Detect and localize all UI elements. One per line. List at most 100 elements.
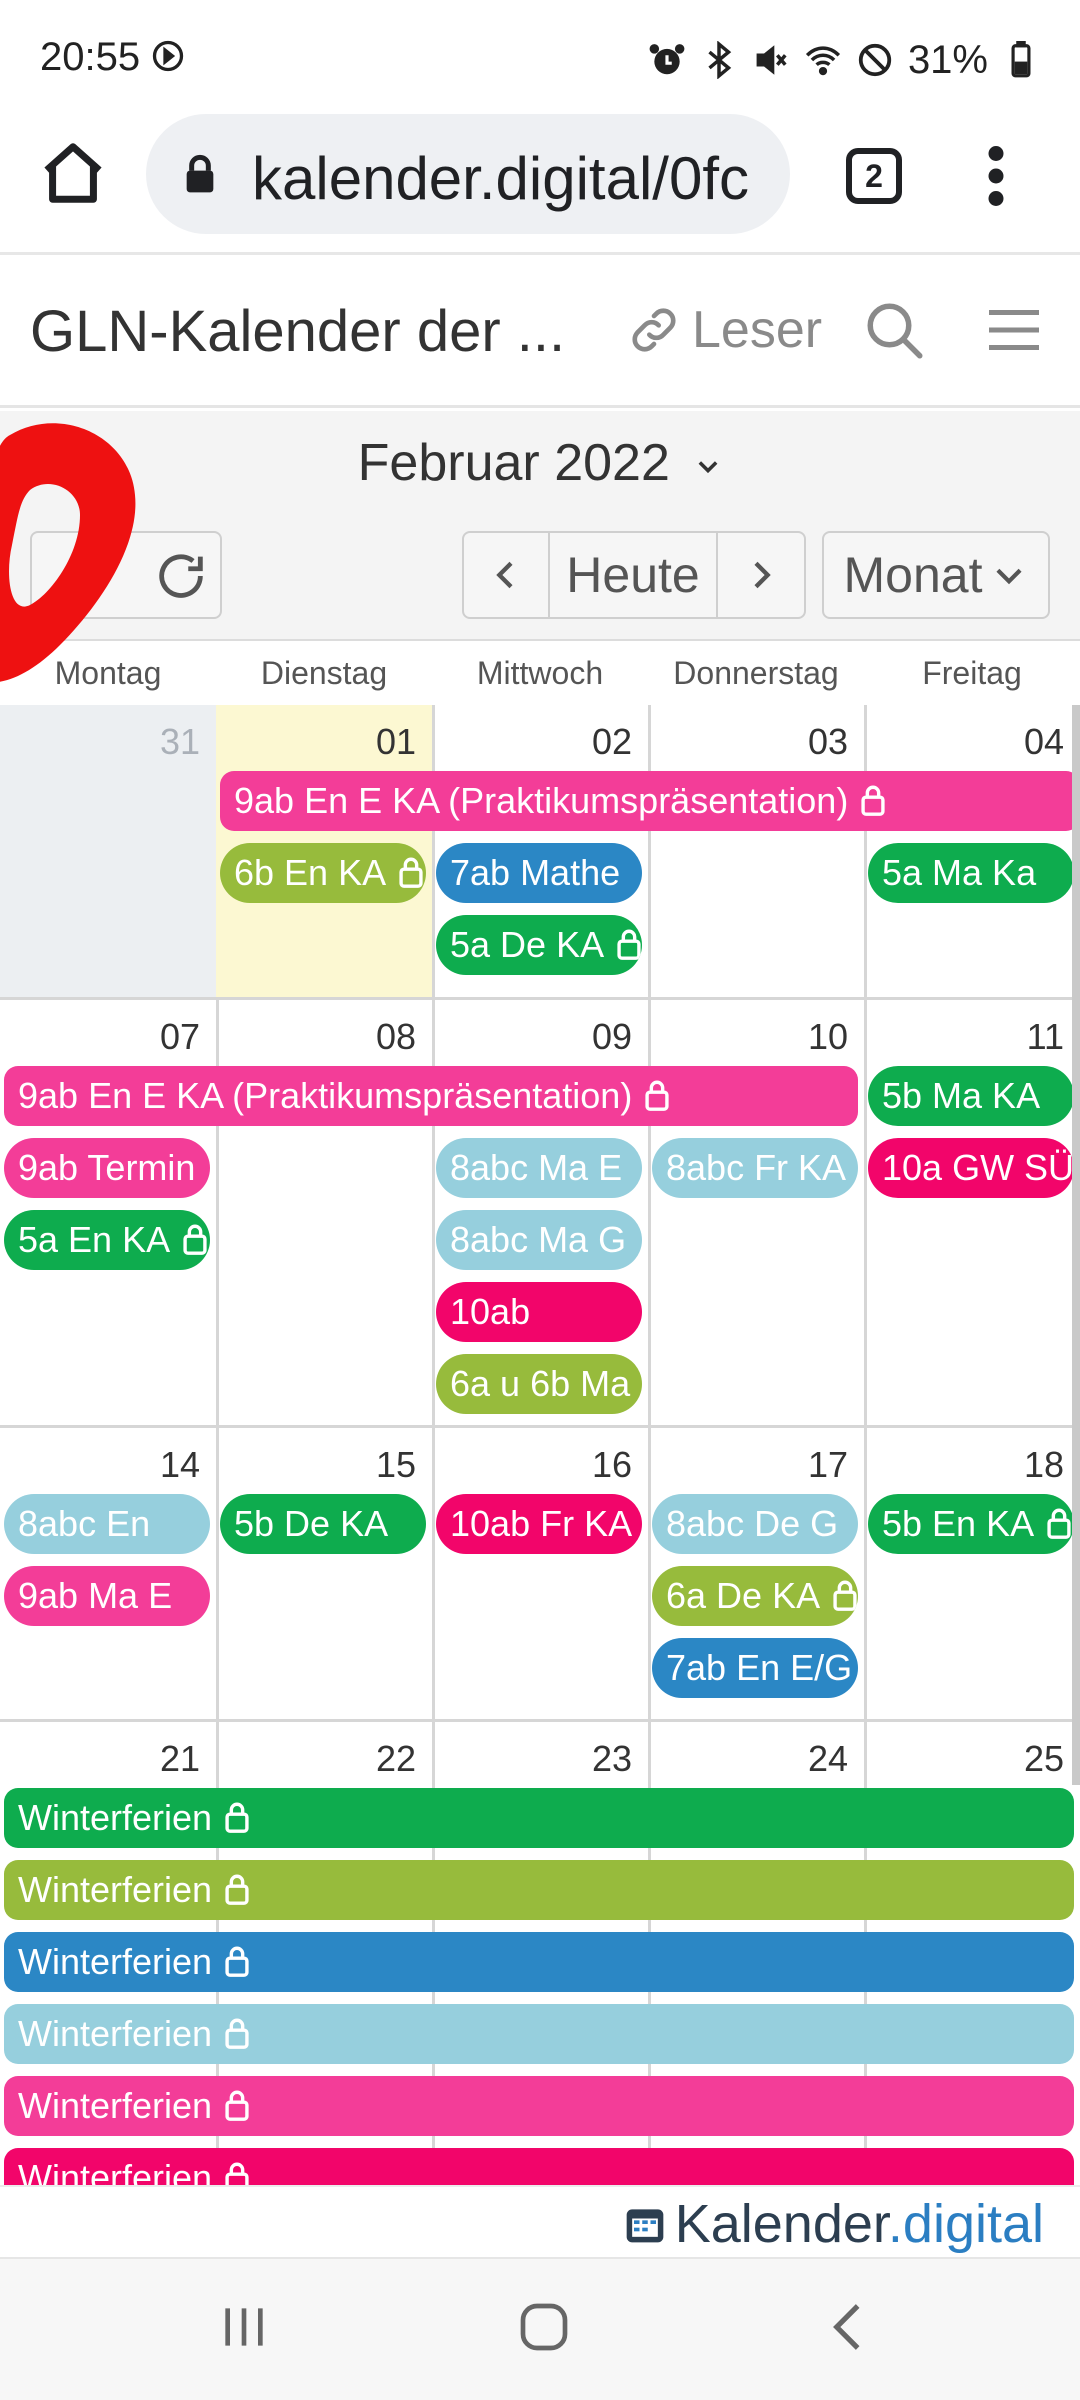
event[interactable]: 8abc Ma G [436, 1210, 642, 1270]
more-vert-icon[interactable] [978, 146, 1014, 206]
day-cell[interactable]: 16 [432, 1428, 651, 1719]
today-button[interactable]: Heute [548, 531, 718, 619]
event[interactable]: Winterferien [4, 1932, 1074, 1992]
day-cell[interactable]: 02 [432, 705, 651, 997]
weekday-label: Freitag [922, 655, 1022, 691]
address-bar[interactable]: kalender.digital/0fc [146, 114, 790, 234]
event-label: 8abc De G [666, 1503, 839, 1544]
day-cell[interactable]: 14 [0, 1428, 219, 1719]
event[interactable]: 8abc Ma E [436, 1138, 642, 1198]
chevron-left-icon [496, 561, 513, 589]
weekday-header: Montag Dienstag Mittwoch Donnerstag Frei… [0, 639, 1080, 705]
event-label: Winterferien [18, 1941, 213, 1982]
event[interactable]: 5b De KA [220, 1494, 426, 1554]
tabs-icon[interactable]: 2 [846, 148, 902, 204]
dnd-icon [858, 43, 892, 77]
day-cell[interactable]: 17 [648, 1428, 867, 1719]
event[interactable]: 5a De KA [436, 915, 642, 975]
day-cell[interactable]: 08 [216, 1000, 435, 1425]
day-number: 16 [591, 1444, 632, 1485]
chevron-right-icon [754, 561, 771, 589]
day-cell[interactable]: 31 [0, 705, 219, 997]
refresh-icon[interactable] [152, 547, 210, 605]
calendar-title[interactable]: GLN-Kalender der ... [30, 299, 566, 364]
week-row: 14 15 16 17 18 8abc En 9ab Ma E 5b De KA… [0, 1428, 1080, 1722]
event[interactable]: 5a En KA [4, 1210, 210, 1270]
view-label: Monat [843, 547, 983, 603]
event[interactable]: 10ab [436, 1282, 642, 1342]
view-selector[interactable]: Monat [822, 531, 1050, 619]
event[interactable]: 6b En KA [220, 843, 426, 903]
weekday-label: Dienstag [260, 655, 388, 691]
event[interactable]: Winterferien [4, 2076, 1074, 2136]
day-number: 22 [375, 1738, 416, 1779]
nav-back-icon[interactable] [826, 2299, 866, 2355]
event-label: 8abc Fr KA [666, 1147, 847, 1188]
lock-icon [186, 154, 214, 193]
event[interactable]: 7ab Mathe [436, 843, 642, 903]
event[interactable]: 6a De KA [652, 1566, 858, 1626]
scrollbar[interactable] [1072, 705, 1080, 1785]
lock-icon [645, 1080, 669, 1111]
event[interactable]: 9ab En E KA (Praktikumspräsentation) [4, 1066, 858, 1126]
day-number: 24 [807, 1738, 848, 1779]
chevron-down-icon [996, 568, 1023, 585]
lock-icon [225, 2018, 249, 2049]
event[interactable]: 8abc Fr KA [652, 1138, 858, 1198]
event[interactable]: Winterferien [4, 2004, 1074, 2064]
event[interactable]: Winterferien [4, 2148, 1074, 2185]
month-selector[interactable]: Februar 2022 [0, 433, 1080, 493]
day-cell[interactable]: 04 [864, 705, 1080, 997]
event[interactable]: 5b Ma KA [868, 1066, 1074, 1126]
event[interactable]: 10a GW SÜ [868, 1138, 1074, 1198]
event-label: Winterferien [18, 2085, 213, 2126]
nav-recents-icon[interactable] [216, 2299, 272, 2355]
event[interactable]: 6a u 6b Ma [436, 1354, 642, 1414]
day-number: 31 [159, 721, 200, 762]
event[interactable]: 9ab En E KA (Praktikumspräsentation) [220, 771, 1080, 831]
role-indicator[interactable]: Leser [626, 300, 822, 360]
event-label: 6b En KA [234, 852, 387, 893]
menu-icon[interactable] [984, 304, 1044, 356]
event-label: 8abc Ma G [450, 1219, 627, 1260]
event[interactable]: 7ab En E/G [652, 1638, 858, 1698]
day-cell[interactable]: 03 [648, 705, 867, 997]
event[interactable]: 10ab Fr KA [436, 1494, 642, 1554]
day-cell[interactable]: 07 [0, 1000, 219, 1425]
mute-icon [756, 45, 787, 75]
event-label: 10a GW SÜ [882, 1147, 1074, 1188]
day-number: 01 [375, 721, 416, 762]
nav-home-icon[interactable] [516, 2299, 572, 2355]
week-row: 31 01 02 03 04 9ab En E KA (Praktikumspr… [0, 705, 1080, 1000]
next-month-button[interactable] [716, 531, 806, 619]
day-cell[interactable]: 11 [864, 1000, 1080, 1425]
event[interactable]: 9ab Termin [4, 1138, 210, 1198]
event[interactable]: 5a Ma Ka [868, 843, 1074, 903]
event[interactable]: Winterferien [4, 1788, 1074, 1848]
search-icon[interactable] [862, 298, 928, 364]
day-cell[interactable]: 09 [432, 1000, 651, 1425]
day-cell[interactable]: 25 [864, 1722, 1080, 2185]
event-label: 5b Ma KA [882, 1075, 1041, 1116]
event[interactable]: 9ab Ma E [4, 1566, 210, 1626]
event-label: Winterferien [18, 2157, 213, 2185]
lock-icon [225, 1946, 249, 1977]
system-nav-bar [0, 2257, 1080, 2400]
event[interactable]: Winterferien [4, 1860, 1074, 1920]
event-label: 9ab Termin [18, 1147, 196, 1188]
home-icon[interactable] [38, 138, 108, 208]
lock-icon [225, 2090, 249, 2121]
event[interactable]: 5b En KA [868, 1494, 1074, 1554]
day-number: 14 [159, 1444, 200, 1485]
brand-logo[interactable]: Kalender.digital [623, 2193, 1044, 2255]
previous-month-button[interactable] [462, 531, 550, 619]
day-cell[interactable]: 10 [648, 1000, 867, 1425]
day-cell[interactable]: 18 [864, 1428, 1080, 1719]
day-cell[interactable]: 15 [216, 1428, 435, 1719]
event[interactable]: 8abc De G [652, 1494, 858, 1554]
lock-icon [861, 785, 885, 816]
event[interactable]: 8abc En [4, 1494, 210, 1554]
month-grid: 31 01 02 03 04 9ab En E KA (Praktikumspr… [0, 705, 1080, 2185]
bluetooth-icon [708, 41, 732, 79]
day-number: 23 [591, 1738, 632, 1779]
